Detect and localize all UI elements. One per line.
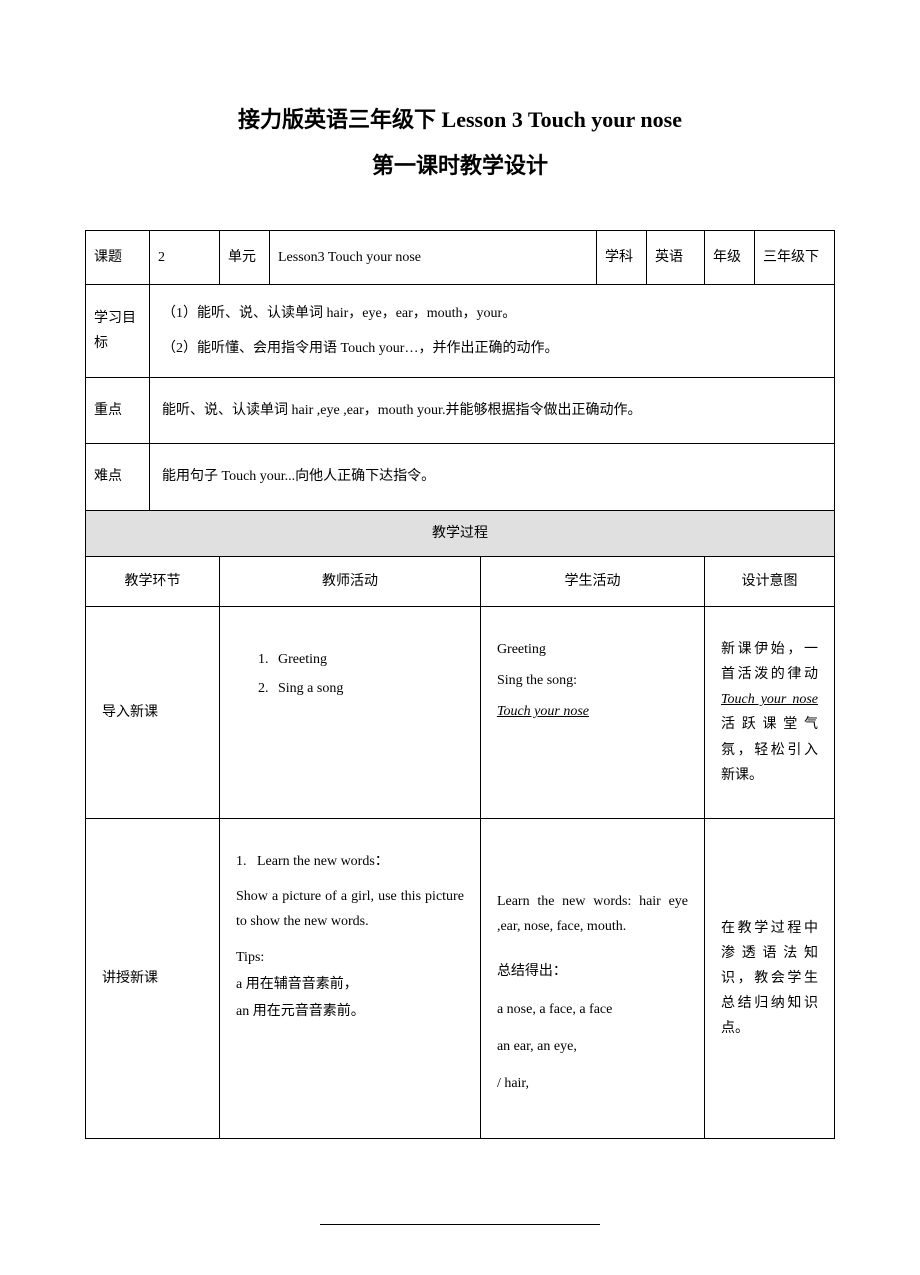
objective-1: （1）能听、说、认读单词 hair，eye，ear，mouth，your。 xyxy=(162,301,822,326)
grade-label: 年级 xyxy=(705,230,755,284)
header-row: 课题 2 单元 Lesson3 Touch your nose 学科 英语 年级… xyxy=(86,230,835,284)
teach-s4: an ear, an eye, xyxy=(497,1034,688,1059)
intro-intent-link: Touch your nose xyxy=(721,692,818,707)
grade-value: 三年级下 xyxy=(755,230,835,284)
intro-phase: 导入新课 xyxy=(86,606,220,818)
teach-phase: 讲授新课 xyxy=(86,819,220,1139)
teach-s3: a nose, a face, a face xyxy=(497,997,688,1022)
difficulty-content: 能用句子 Touch your...向他人正确下达指令。 xyxy=(150,444,835,510)
teach-s5: / hair, xyxy=(497,1071,688,1096)
teach-s2: 总结得出： xyxy=(497,959,688,984)
keypoint-row: 重点 能听、说、认读单词 hair ,eye ,ear，mouth your.并… xyxy=(86,378,835,444)
keypoint-content: 能听、说、认读单词 hair ,eye ,ear，mouth your.并能够根… xyxy=(150,378,835,444)
unit-value: Lesson3 Touch your nose xyxy=(270,230,597,284)
teach-t5: an 用在元音音素前。 xyxy=(236,999,464,1024)
unit-label: 单元 xyxy=(220,230,270,284)
teach-row: 讲授新课 1. Learn the new words： Show a pict… xyxy=(86,819,835,1139)
difficulty-row: 难点 能用句子 Touch your...向他人正确下达指令。 xyxy=(86,444,835,510)
col-student: 学生活动 xyxy=(480,556,704,606)
teach-t3: Tips: xyxy=(236,945,464,970)
process-header-row: 教学环节 教师活动 学生活动 设计意图 xyxy=(86,556,835,606)
objectives-label: 学习目标 xyxy=(86,284,150,377)
intro-student-2: Sing the song: xyxy=(497,668,688,693)
objectives-content: （1）能听、说、认读单词 hair，eye，ear，mouth，your。 （2… xyxy=(150,284,835,377)
teach-teacher: 1. Learn the new words： Show a picture o… xyxy=(220,819,481,1139)
col-phase: 教学环节 xyxy=(86,556,220,606)
subject-value: 英语 xyxy=(647,230,705,284)
intro-teacher: Greeting Sing a song xyxy=(220,606,481,818)
teach-intent: 在教学过程中渗透语法知识，教会学生总结归纳知识点。 xyxy=(705,819,835,1139)
teach-t1: 1. Learn the new words： xyxy=(236,849,464,874)
topic-label: 课题 xyxy=(86,230,150,284)
topic-value: 2 xyxy=(150,230,220,284)
footer-divider xyxy=(320,1224,600,1225)
teach-s1: Learn the new words: hair eye ,ear, nose… xyxy=(497,889,688,939)
intro-teacher-2: Sing a song xyxy=(272,676,464,701)
col-intent: 设计意图 xyxy=(705,556,835,606)
intro-student-1: Greeting xyxy=(497,637,688,662)
objectives-row: 学习目标 （1）能听、说、认读单词 hair，eye，ear，mouth，you… xyxy=(86,284,835,377)
teach-student: Learn the new words: hair eye ,ear, nose… xyxy=(480,819,704,1139)
intro-student: Greeting Sing the song: Touch your nose xyxy=(480,606,704,818)
process-title: 教学过程 xyxy=(86,510,835,556)
document-title: 接力版英语三年级下 Lesson 3 Touch your nose xyxy=(85,100,835,140)
subject-label: 学科 xyxy=(597,230,647,284)
intro-intent-1: 新课伊始，一首活泼的律动 xyxy=(721,642,818,682)
teach-t4: a 用在辅音音素前， xyxy=(236,972,464,997)
intro-intent: 新课伊始，一首活泼的律动 Touch your nose 活跃课堂气氛，轻松引入… xyxy=(705,606,835,818)
document-subtitle: 第一课时教学设计 xyxy=(85,148,835,180)
intro-row: 导入新课 Greeting Sing a song Greeting Sing … xyxy=(86,606,835,818)
lesson-plan-table: 课题 2 单元 Lesson3 Touch your nose 学科 英语 年级… xyxy=(85,230,835,1140)
intro-teacher-1: Greeting xyxy=(272,647,464,672)
intro-student-3: Touch your nose xyxy=(497,699,688,724)
difficulty-label: 难点 xyxy=(86,444,150,510)
process-title-row: 教学过程 xyxy=(86,510,835,556)
objective-2: （2）能听懂、会用指令用语 Touch your…，并作出正确的动作。 xyxy=(162,336,822,361)
keypoint-label: 重点 xyxy=(86,378,150,444)
intro-intent-2: 活跃课堂气氛，轻松引入新课。 xyxy=(721,717,818,782)
teach-t2: Show a picture of a girl, use this pictu… xyxy=(236,884,464,934)
col-teacher: 教师活动 xyxy=(220,556,481,606)
